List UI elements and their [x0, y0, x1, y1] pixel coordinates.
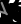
Text: Figure 1: Figure 1	[0, 1, 21, 24]
Text: pBr322 ori: pBr322 ori	[0, 0, 21, 21]
Text: formate reductase: formate reductase	[0, 1, 21, 24]
Polygon shape	[13, 15, 14, 16]
Polygon shape	[10, 16, 11, 17]
